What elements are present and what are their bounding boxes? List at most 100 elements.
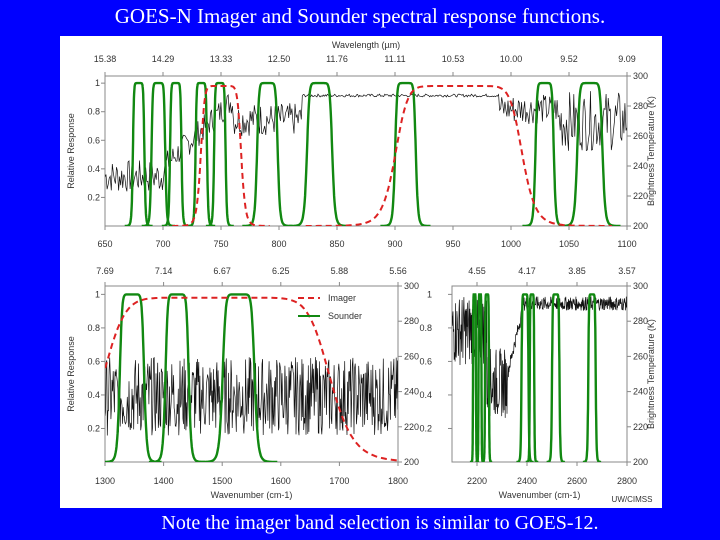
sounder-band-line xyxy=(187,81,216,226)
y-axis-title-left: Relative Response xyxy=(66,113,76,189)
x-tick-label: 950 xyxy=(445,239,460,249)
y-tick-label-right: 260 xyxy=(633,131,648,141)
y-tick-label-left: 1 xyxy=(427,289,432,299)
y-tick-label-right: 280 xyxy=(633,101,648,111)
x-tick-label: 900 xyxy=(387,239,402,249)
x-tick-label: 1800 xyxy=(388,476,408,486)
y-tick-label-left: 0.8 xyxy=(87,107,100,117)
y-tick-label-right: 220 xyxy=(633,422,648,432)
sounder-band-line xyxy=(481,293,493,462)
sounder-band-line xyxy=(124,81,153,226)
top-tick-label: 5.56 xyxy=(389,266,407,276)
x-tick-label: 1300 xyxy=(95,476,115,486)
top-tick-label: 4.17 xyxy=(518,266,536,276)
x-tick-label: 750 xyxy=(213,239,228,249)
top-tick-label: 7.14 xyxy=(155,266,173,276)
top-tick-label: 3.57 xyxy=(618,266,636,276)
top-tick-label: 4.55 xyxy=(468,266,486,276)
top-axis-title: Wavelength (µm) xyxy=(332,40,400,50)
sounder-band-line xyxy=(380,81,431,226)
y-tick-label-left: 0.2 xyxy=(87,192,100,202)
x-tick-label: 1400 xyxy=(154,476,174,486)
y-tick-label-right: 200 xyxy=(633,221,648,231)
x-tick-label: 800 xyxy=(271,239,286,249)
top-tick-label: 5.88 xyxy=(331,266,349,276)
top-tick-label: 13.33 xyxy=(210,54,233,64)
curves xyxy=(105,81,627,226)
sounder-band-line xyxy=(141,81,176,226)
imager-band-line xyxy=(172,85,270,226)
top-tick-label: 11.76 xyxy=(326,54,348,64)
y-tick-label-left: 1 xyxy=(95,78,100,88)
sounder-band-line xyxy=(148,293,206,462)
panel-bottom-right: 2200 2400 2600 2800 4.55 4.17 3.85 3.57 Wavenumb… xyxy=(419,266,656,500)
slide-title: GOES-N Imager and Sounder spectral respo… xyxy=(114,4,606,28)
sounder-band-line xyxy=(522,81,567,226)
x-tick-label: 1500 xyxy=(212,476,232,486)
x-tick-label: 2400 xyxy=(517,476,537,486)
brightness-temperature-line xyxy=(105,356,398,436)
sounder-band-line xyxy=(105,293,162,462)
panel-top: 650 700 750 800 850 900 950 1000 1050 1100 15.38 14… xyxy=(66,40,656,249)
sounder-band-line xyxy=(516,293,534,462)
top-tick-label: 9.52 xyxy=(560,54,578,64)
y-tick-label-right: 300 xyxy=(633,281,648,291)
x-axis-title: Wavenumber (cm-1) xyxy=(211,490,293,500)
x-tick-label: 1700 xyxy=(329,476,349,486)
y-axis-title-right: Brightness Temperature (K) xyxy=(646,96,656,206)
y-axis-title-left: Relative Response xyxy=(66,336,76,412)
spectral-response-figure: 650 700 750 800 850 900 950 1000 1050 1100 15.38 14… xyxy=(60,36,662,508)
plot-frame xyxy=(451,285,628,463)
y-tick-label-right: 300 xyxy=(404,281,419,291)
y-tick-label-left: 0.4 xyxy=(87,390,100,400)
y-tick-label-right: 280 xyxy=(633,316,648,326)
sounder-band-line xyxy=(205,81,234,226)
y-tick-label-right: 240 xyxy=(633,161,648,171)
y-tick-label-right: 200 xyxy=(633,457,648,467)
y-tick-label-right: 200 xyxy=(404,457,419,467)
curves xyxy=(452,293,627,462)
y-tick-label-right: 260 xyxy=(633,351,648,361)
top-tick-label: 10.00 xyxy=(500,54,523,64)
x-axis-title: Wavenumber (cm-1) xyxy=(499,490,581,500)
top-tick-label: 11.11 xyxy=(384,54,405,64)
x-tick-label: 1050 xyxy=(559,239,579,249)
plot-frame xyxy=(104,285,399,463)
curves xyxy=(105,293,398,462)
legend-sounder-label: Sounder xyxy=(328,311,362,321)
y-axis-title-right: Brightness Temperature (K) xyxy=(646,319,656,429)
y-tick-label-left: 0.2 xyxy=(419,423,432,433)
top-tick-label: 12.50 xyxy=(268,54,291,64)
x-tick-label: 2200 xyxy=(467,476,487,486)
sounder-band-line xyxy=(546,293,566,462)
y-tick-label-right: 220 xyxy=(633,191,648,201)
y-tick-label-left: 0.8 xyxy=(87,323,100,333)
sounder-band-line xyxy=(289,81,351,226)
x-tick-label: 1000 xyxy=(501,239,521,249)
top-tick-label: 6.67 xyxy=(213,266,231,276)
x-tick-label: 1600 xyxy=(271,476,291,486)
credit-label: UW/CIMSS xyxy=(612,495,653,504)
x-tick-label: 2600 xyxy=(567,476,587,486)
brightness-temperature-line xyxy=(105,91,627,192)
y-tick-label-left: 0.8 xyxy=(419,323,432,333)
x-tick-label: 650 xyxy=(97,239,112,249)
sounder-band-line xyxy=(242,81,293,226)
y-tick-label-right: 300 xyxy=(633,71,648,81)
top-tick-label: 3.85 xyxy=(568,266,586,276)
y-tick-label-left: 0.4 xyxy=(87,164,100,174)
legend-imager-label: Imager xyxy=(328,293,356,303)
imager-band-line xyxy=(105,296,398,462)
y-tick-label-right: 240 xyxy=(633,387,648,397)
y-tick-label-right: 220 xyxy=(404,422,419,432)
imager-band-line xyxy=(305,85,612,226)
slide-footnote: Note the imager band selection is simila… xyxy=(161,512,599,534)
top-tick-label: 14.29 xyxy=(152,54,175,64)
y-tick-label-left: 1 xyxy=(95,289,100,299)
top-tick-label: 9.09 xyxy=(618,54,636,64)
y-tick-label-right: 240 xyxy=(404,387,419,397)
top-tick-label: 6.25 xyxy=(272,266,290,276)
sounder-band-line xyxy=(199,293,278,462)
top-tick-label: 7.69 xyxy=(96,266,114,276)
